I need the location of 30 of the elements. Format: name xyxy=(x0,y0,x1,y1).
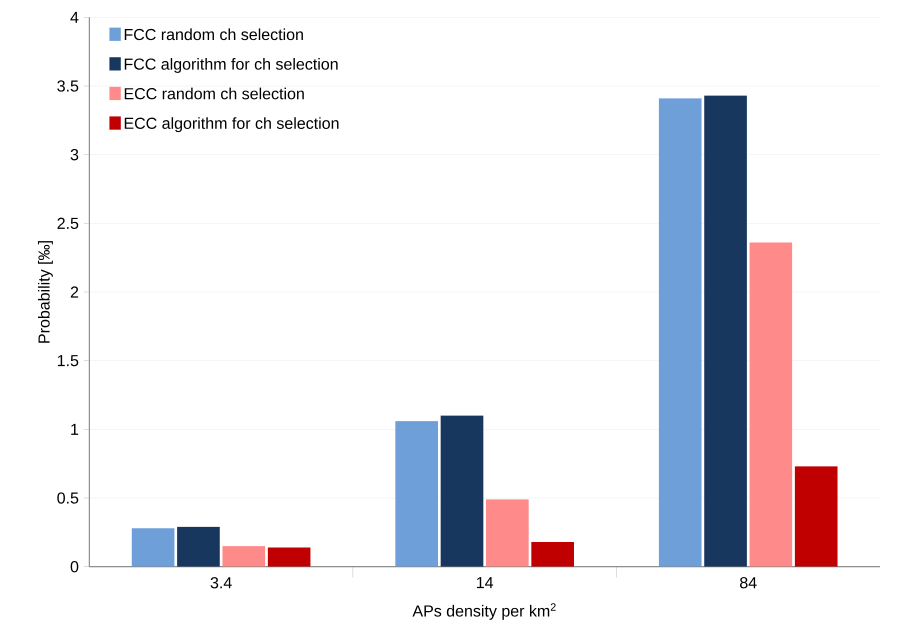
y-tick-label: 2.5 xyxy=(57,218,78,229)
y-axis-title: Probability [‰] xyxy=(38,241,53,343)
x-tick-label: 84 xyxy=(740,577,757,588)
y-tick-label: 0 xyxy=(70,561,78,572)
bar xyxy=(794,466,838,567)
bar xyxy=(177,526,220,567)
bar xyxy=(750,242,792,567)
bar xyxy=(395,421,438,567)
y-tick-label: 3.5 xyxy=(57,80,78,92)
bar xyxy=(658,98,702,567)
y-tick-label: 2 xyxy=(70,286,78,298)
legend-label: ECC algorithm for ch selection xyxy=(124,117,338,132)
y-tick-label: 4 xyxy=(70,12,78,23)
x-tick-label: 14 xyxy=(476,577,494,588)
bar xyxy=(704,96,747,567)
bar xyxy=(486,499,529,567)
bar xyxy=(440,416,484,567)
y-tick-label: 1 xyxy=(71,424,78,435)
legend-label: FCC random ch selection xyxy=(124,28,303,40)
bar xyxy=(531,542,574,567)
y-tick-label: 1.5 xyxy=(58,355,78,366)
y-tick-label: 3 xyxy=(70,149,78,160)
x-axis-title: APs density per km$^{2}$ xyxy=(412,603,556,620)
y-tick-label: 0.5 xyxy=(57,492,78,504)
legend-label: ECC random ch selection xyxy=(124,88,304,100)
bar xyxy=(268,547,310,567)
bar xyxy=(222,546,266,567)
x-tick-label: 3.4 xyxy=(210,577,232,588)
bar xyxy=(132,528,174,567)
legend-label: FCC algorithm for ch selection xyxy=(124,58,338,73)
